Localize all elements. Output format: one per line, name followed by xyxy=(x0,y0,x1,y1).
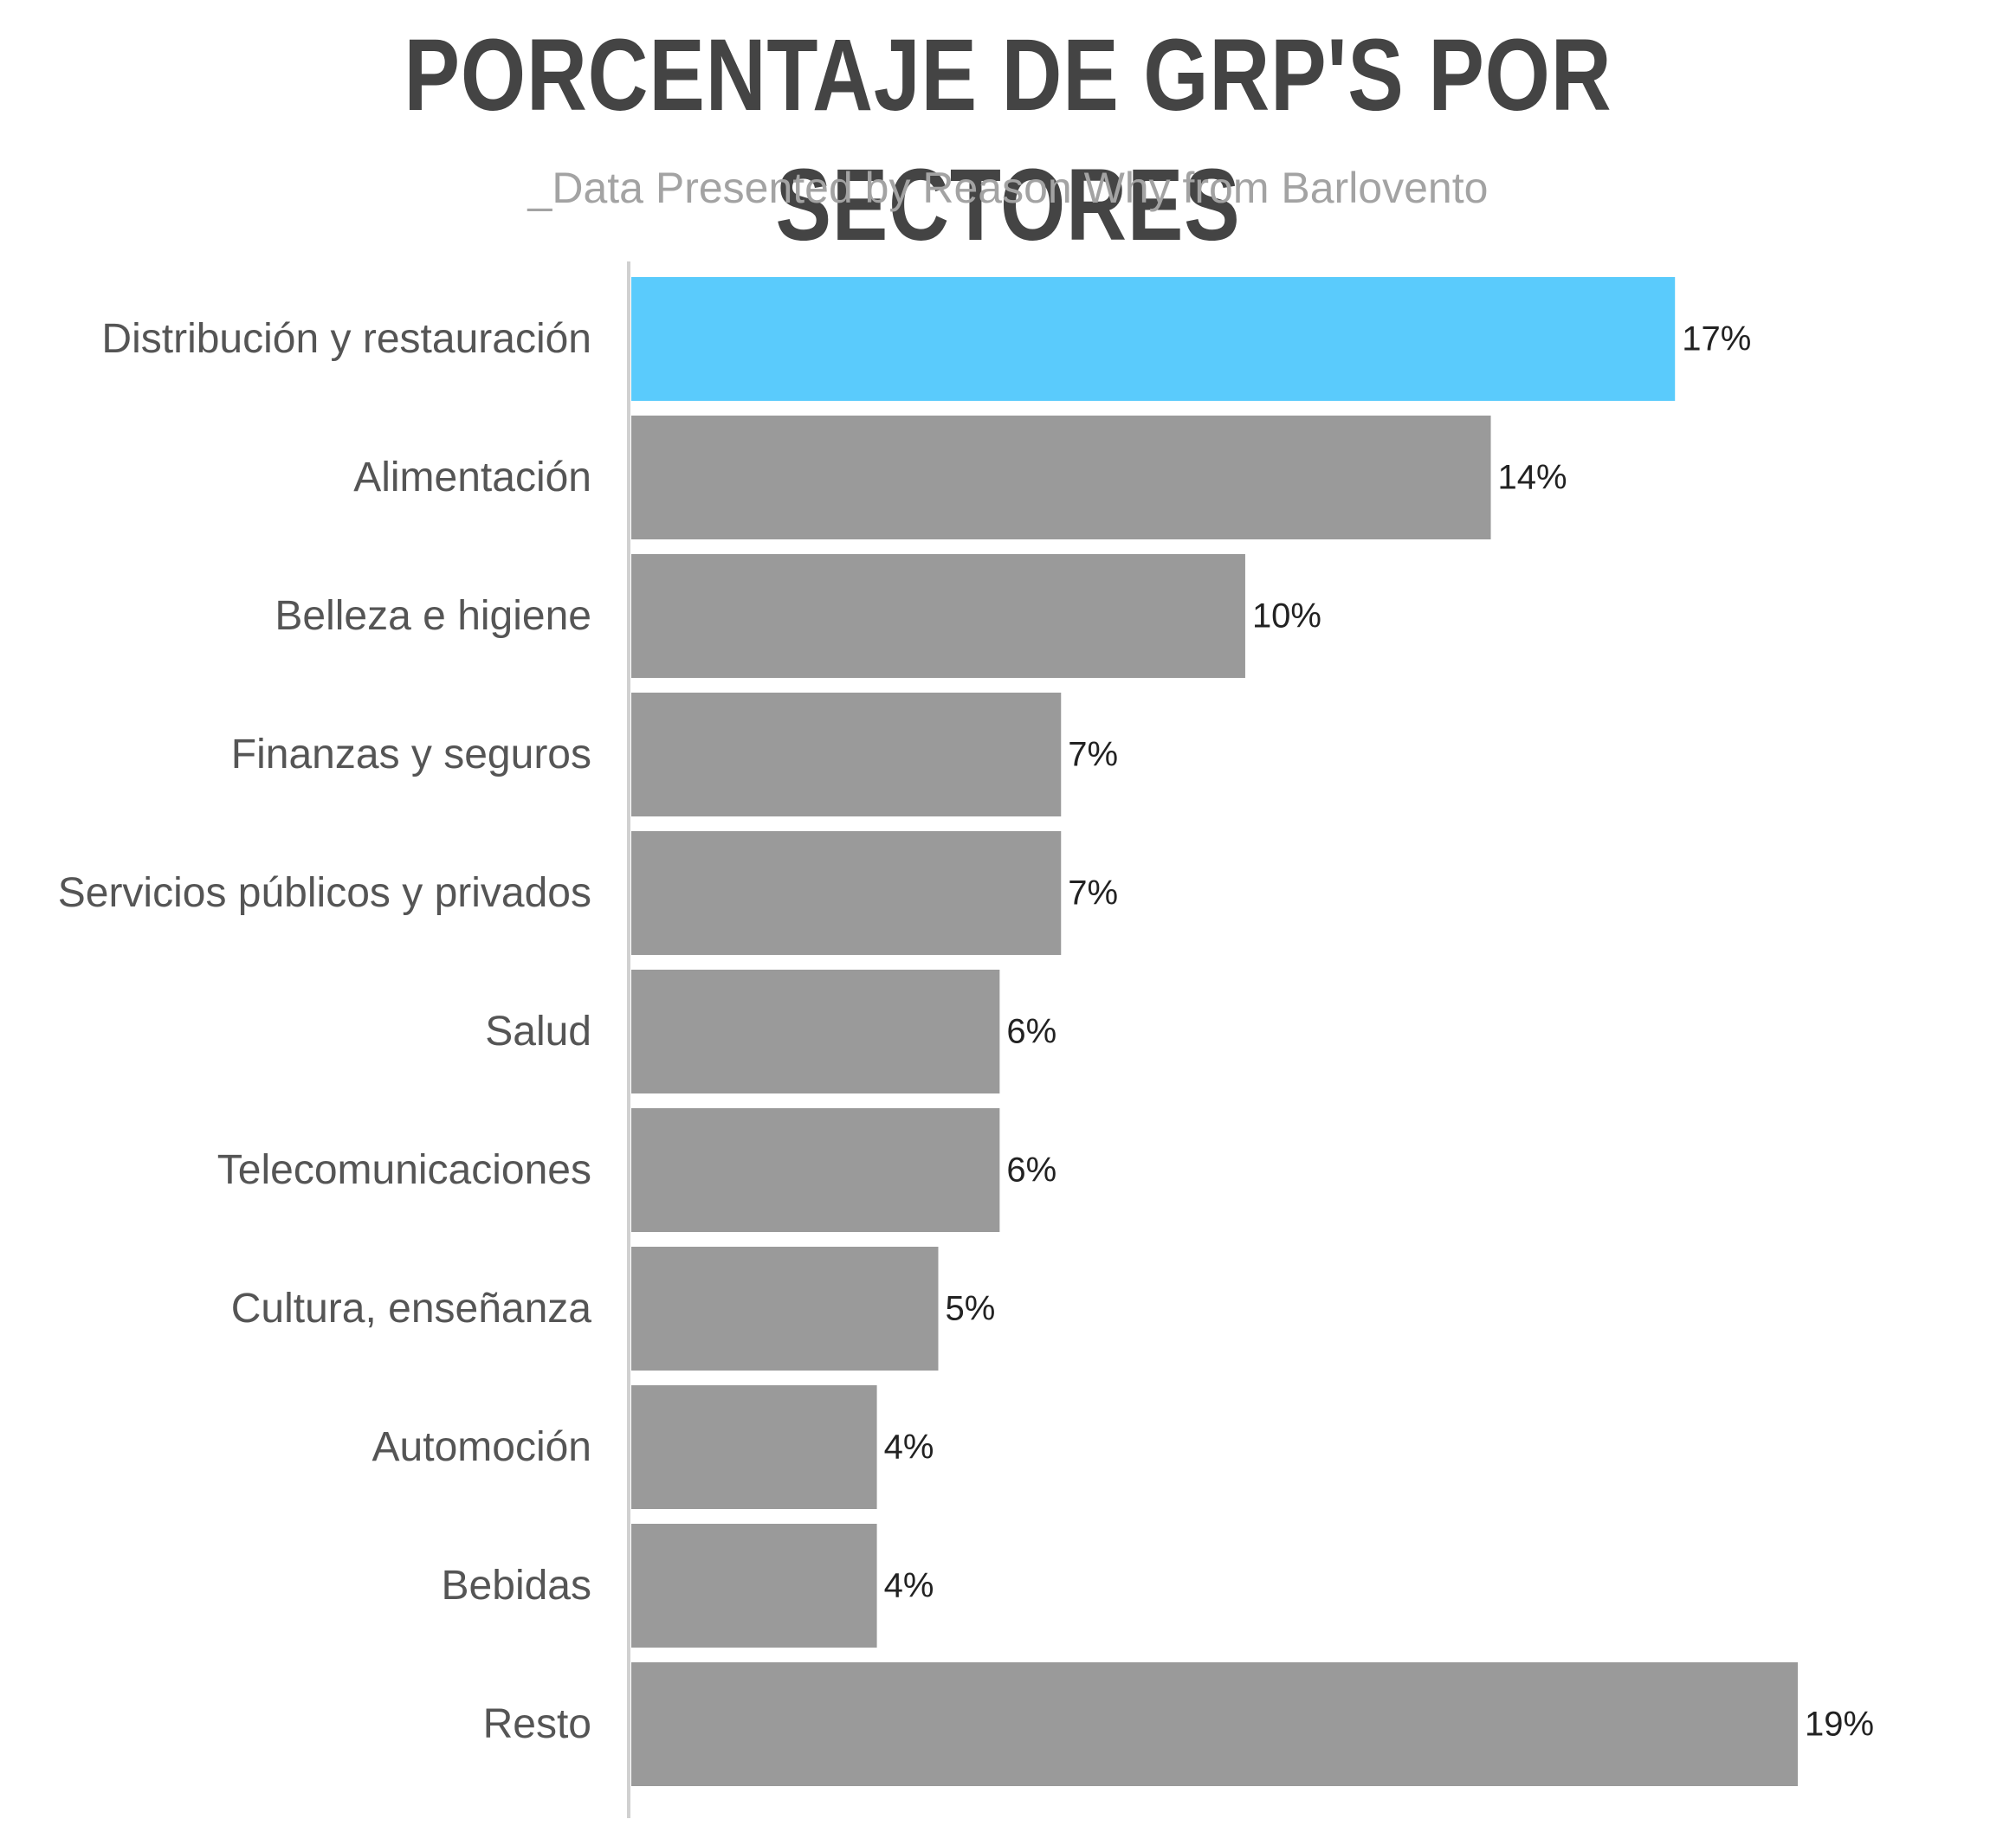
value-label: 14% xyxy=(1498,459,1567,497)
bar-0 xyxy=(631,277,1676,401)
bar-10 xyxy=(631,1662,1798,1786)
category-label: Distribución y restauración xyxy=(101,316,591,362)
value-label: 7% xyxy=(1068,874,1118,913)
category-label: Automoción xyxy=(372,1424,591,1470)
category-label: Belleza e higiene xyxy=(275,593,591,639)
category-label: Alimentación xyxy=(353,455,591,500)
bar-7 xyxy=(631,1247,939,1371)
category-label: Finanzas y seguros xyxy=(231,732,591,777)
value-label: 17% xyxy=(1682,320,1751,358)
bar-2 xyxy=(631,554,1245,678)
bar-1 xyxy=(631,416,1491,539)
category-label: Resto xyxy=(483,1701,591,1747)
category-label: Cultura, enseñanza xyxy=(231,1286,592,1332)
bar-4 xyxy=(631,831,1062,955)
category-label: Salud xyxy=(485,1009,591,1055)
value-label: 4% xyxy=(884,1567,934,1605)
bar-5 xyxy=(631,970,1000,1093)
bar-9 xyxy=(631,1524,877,1648)
value-label: 4% xyxy=(884,1429,934,1467)
value-label: 6% xyxy=(1006,1151,1056,1190)
bar-6 xyxy=(631,1108,1000,1232)
bar-3 xyxy=(631,693,1062,816)
value-label: 19% xyxy=(1805,1706,1874,1744)
chart-subtitle: _Data Presented by Reason Why from Barlo… xyxy=(527,164,1489,212)
bar-8 xyxy=(631,1385,877,1509)
chart-title: PORCENTAJE DE GRP'S POR SECTORES xyxy=(404,18,1612,262)
category-label: Telecomunicaciones xyxy=(217,1147,591,1193)
value-label: 7% xyxy=(1068,736,1118,774)
value-label: 10% xyxy=(1252,597,1321,635)
value-label: 5% xyxy=(945,1290,995,1328)
category-label: Bebidas xyxy=(442,1563,591,1609)
value-label: 6% xyxy=(1006,1013,1056,1051)
category-label: Servicios públicos y privados xyxy=(58,870,591,916)
